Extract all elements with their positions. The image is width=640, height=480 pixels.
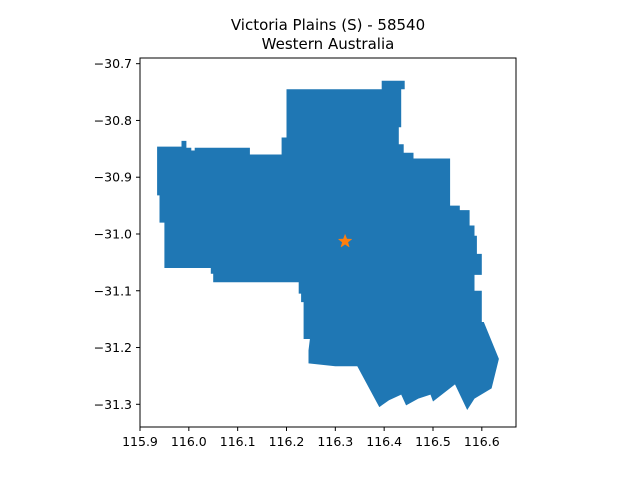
chart-title-line-1: Victoria Plains (S) - 58540	[231, 16, 425, 34]
y-tick-label: −31.1	[94, 283, 132, 298]
region-polygon	[157, 80, 499, 410]
x-tick-label: 116.1	[220, 434, 256, 449]
y-tick-label: −31.0	[94, 226, 132, 241]
x-tick-label: 116.4	[366, 434, 402, 449]
axes: 115.9 116.0 116.1 116.2 116.3 116.4 116.5 116.6…	[94, 56, 517, 449]
x-tick-label: 116.3	[317, 434, 353, 449]
plot-area	[157, 80, 499, 410]
y-tick-label: −31.3	[94, 397, 132, 412]
x-tick-label: 116.5	[415, 434, 451, 449]
x-tick-label: 116.0	[171, 434, 207, 449]
y-tick-label: −31.2	[94, 340, 132, 355]
y-tick-label: −30.8	[94, 113, 132, 128]
centroid-star-marker	[337, 233, 353, 248]
y-tick-label: −30.9	[94, 170, 132, 185]
x-tick-label: 115.9	[122, 434, 158, 449]
x-tick-label: 116.6	[464, 434, 500, 449]
chart-title-line-2: Western Australia	[262, 35, 395, 53]
x-tick-label: 116.2	[269, 434, 305, 449]
axes-frame	[139, 57, 517, 428]
y-tick-label: −30.7	[94, 56, 132, 71]
